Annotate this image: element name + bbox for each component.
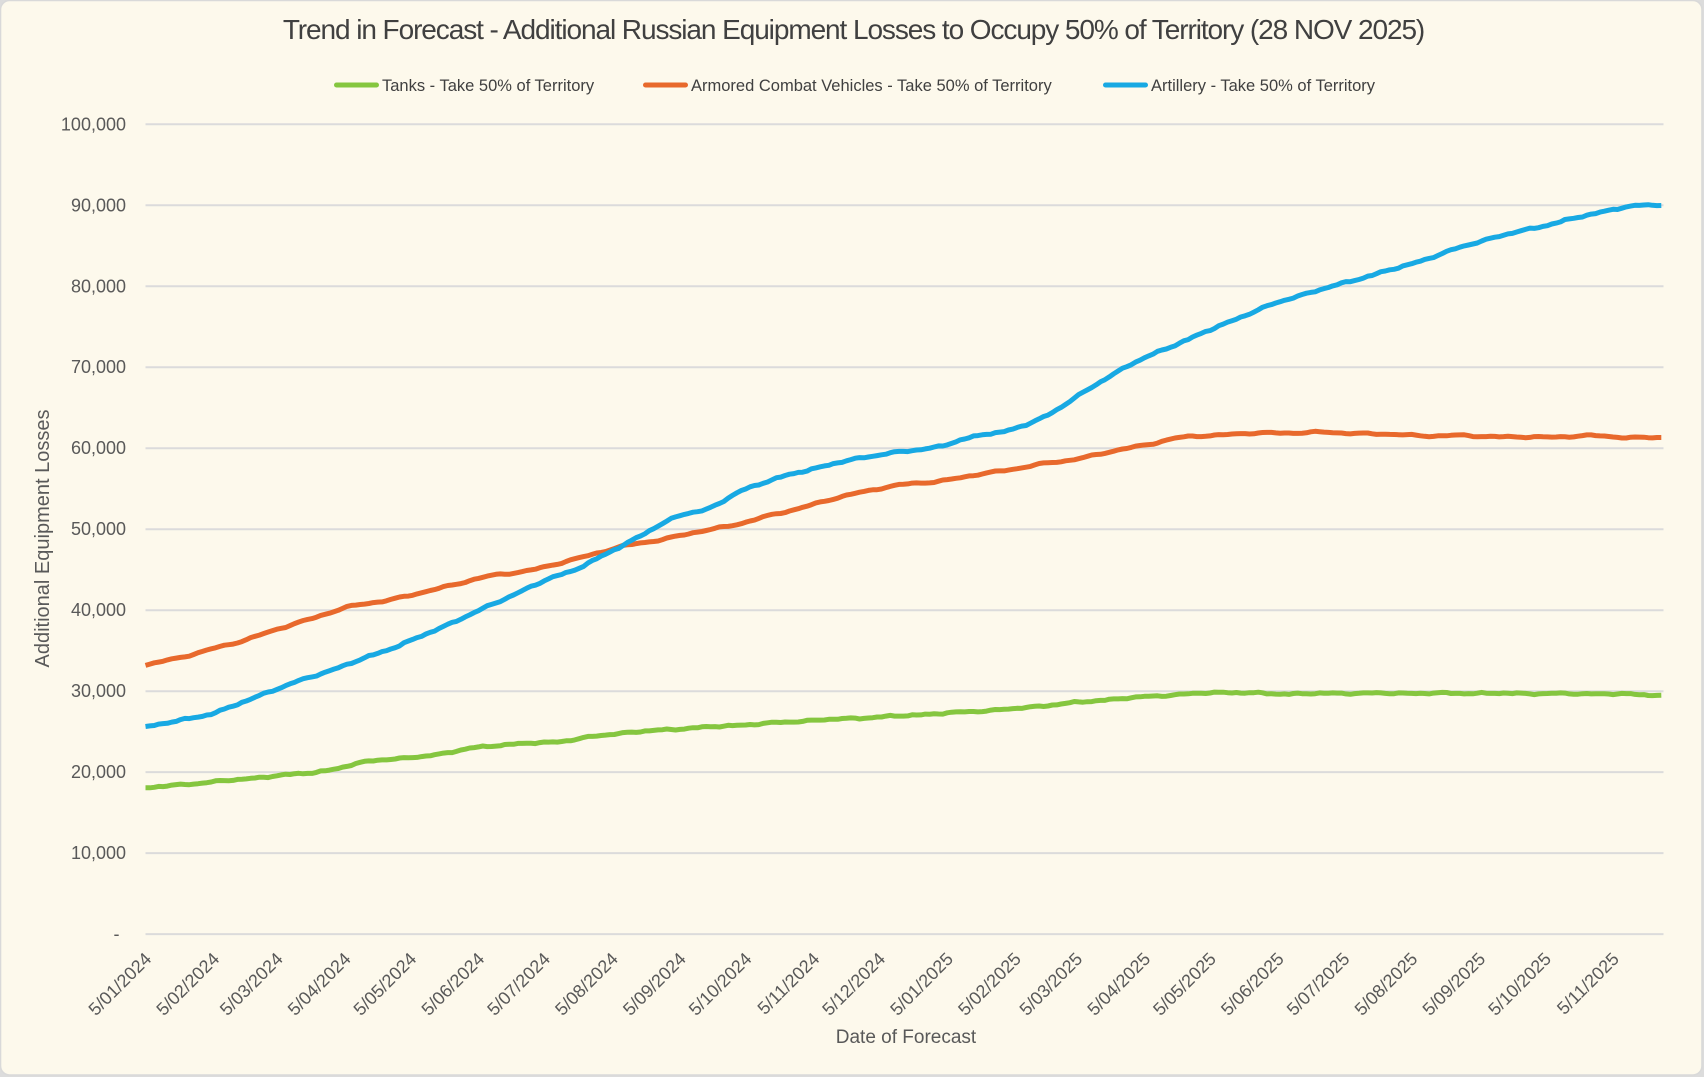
svg-text:Date of Forecast: Date of Forecast: [836, 1027, 977, 1048]
svg-text:60,000: 60,000: [71, 438, 126, 458]
svg-text:90,000: 90,000: [71, 195, 126, 215]
svg-text:10,000: 10,000: [71, 843, 126, 863]
svg-text:80,000: 80,000: [71, 276, 126, 296]
svg-text:Tanks - Take 50% of Territory: Tanks - Take 50% of Territory: [382, 77, 595, 95]
svg-text:Additional Equipment Losses: Additional Equipment Losses: [32, 410, 54, 668]
svg-text:Armored Combat Vehicles - Take: Armored Combat Vehicles - Take 50% of Te…: [691, 77, 1052, 95]
svg-text:70,000: 70,000: [71, 357, 126, 377]
svg-text:Trend in Forecast - Additional: Trend in Forecast - Additional Russian E…: [283, 14, 1424, 45]
svg-text:50,000: 50,000: [71, 519, 126, 539]
svg-text:Artillery - Take 50% of Territ: Artillery - Take 50% of Territory: [1151, 77, 1376, 95]
svg-text:-: -: [114, 924, 120, 944]
svg-text:40,000: 40,000: [71, 600, 126, 620]
svg-text:20,000: 20,000: [71, 762, 126, 782]
svg-text:30,000: 30,000: [71, 681, 126, 701]
svg-text:100,000: 100,000: [61, 114, 126, 134]
